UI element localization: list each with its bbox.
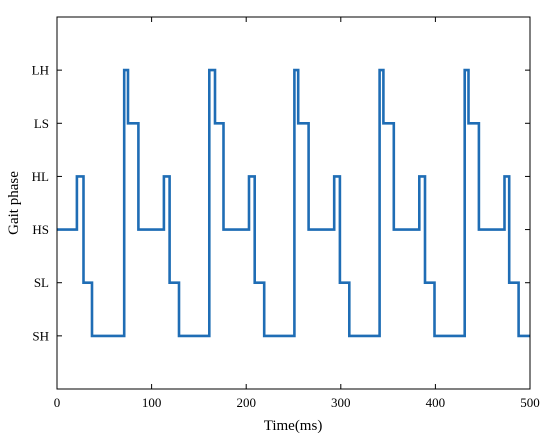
x-tick-label: 100 <box>142 395 162 410</box>
x-tick-label: 0 <box>54 395 61 410</box>
gait-phase-line <box>57 68 530 338</box>
y-tick-label: SH <box>32 328 49 343</box>
y-tick-label: LS <box>34 116 49 131</box>
x-tick-label: 400 <box>426 395 446 410</box>
x-tick-label: 500 <box>520 395 540 410</box>
y-tick-label: HS <box>32 222 49 237</box>
y-tick-label: LH <box>32 63 49 78</box>
ticks-layer: 0 100 200 300 400 500 SH SL HS HL LS LH <box>32 17 540 410</box>
y-axis-title: Gait phase <box>6 171 22 235</box>
x-tick-label: 200 <box>236 395 256 410</box>
x-axis-title: Time(ms) <box>264 418 323 434</box>
plot-frame <box>56 16 531 390</box>
y-tick-label: SL <box>34 275 49 290</box>
y-tick-label: HL <box>32 169 49 184</box>
x-tick-label: 300 <box>331 395 351 410</box>
